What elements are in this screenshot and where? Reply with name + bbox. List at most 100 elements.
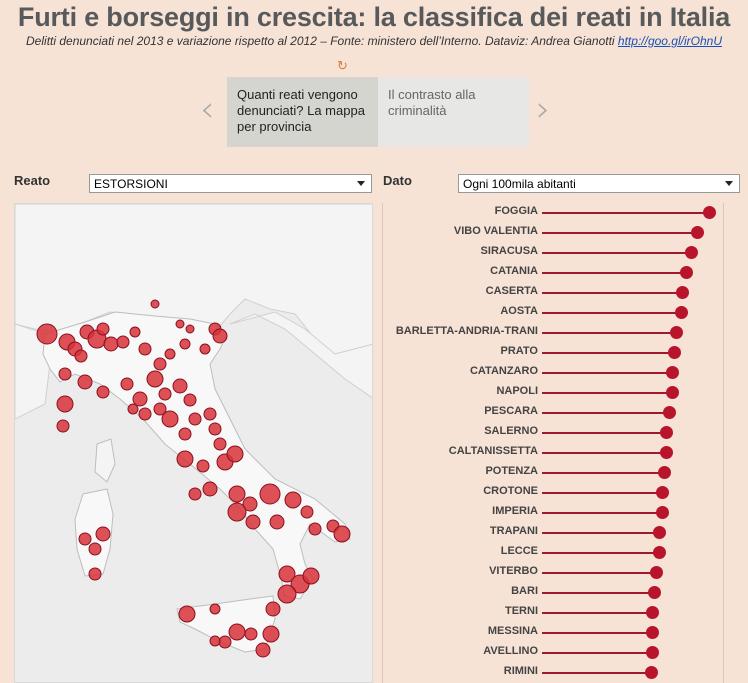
ranking-dot[interactable] xyxy=(674,306,688,319)
ranking-row[interactable]: LECCE xyxy=(383,543,723,563)
ranking-dot[interactable] xyxy=(659,426,673,439)
province-bubble[interactable] xyxy=(78,532,92,546)
ranking-dot[interactable] xyxy=(657,466,671,479)
province-bubble[interactable] xyxy=(213,437,227,451)
province-bubble[interactable] xyxy=(58,367,72,381)
province-bubble[interactable] xyxy=(284,491,302,509)
province-bubble[interactable] xyxy=(153,402,167,416)
ranking-dot[interactable] xyxy=(652,546,666,559)
province-bubble[interactable] xyxy=(120,377,134,391)
province-bubble[interactable] xyxy=(132,391,148,407)
province-bubble[interactable] xyxy=(277,584,297,604)
province-map[interactable] xyxy=(14,203,373,683)
province-bubble[interactable] xyxy=(228,623,246,641)
province-bubble[interactable] xyxy=(183,393,197,407)
ranking-row[interactable]: AVELLINO xyxy=(383,643,723,663)
replay-icon[interactable]: ↻ xyxy=(337,58,348,73)
province-bubble[interactable] xyxy=(138,407,152,421)
province-bubble[interactable] xyxy=(209,603,221,615)
ranking-row[interactable]: CATANZARO xyxy=(383,363,723,383)
chevron-left-icon[interactable]: ‹ xyxy=(200,89,215,130)
ranking-dot[interactable] xyxy=(666,366,680,379)
province-bubble[interactable] xyxy=(278,565,296,583)
province-bubble[interactable] xyxy=(96,322,110,336)
province-bubble[interactable] xyxy=(95,526,111,542)
province-bubble[interactable] xyxy=(333,525,351,543)
ranking-row[interactable]: BARLETTA-ANDRIA-TRANI xyxy=(383,323,723,343)
province-bubble[interactable] xyxy=(77,374,93,390)
province-bubbles[interactable] xyxy=(36,299,351,658)
ranking-row[interactable]: SALERNO xyxy=(383,423,723,443)
province-bubble[interactable] xyxy=(218,635,232,649)
province-bubble[interactable] xyxy=(255,642,271,658)
ranking-dot[interactable] xyxy=(662,406,676,419)
province-bubble[interactable] xyxy=(269,514,285,530)
ranking-row[interactable]: FOGGIA xyxy=(383,203,723,223)
ranking-dot[interactable] xyxy=(647,586,661,599)
province-bubble[interactable] xyxy=(138,342,152,356)
ranking-row[interactable]: TERNI xyxy=(383,603,723,623)
ranking-row[interactable]: VITERBO xyxy=(383,563,723,583)
province-bubble[interactable] xyxy=(103,336,119,352)
ranking-row[interactable]: PESCARA xyxy=(383,403,723,423)
province-bubble[interactable] xyxy=(161,410,179,428)
province-bubble[interactable] xyxy=(96,385,110,399)
province-bubble[interactable] xyxy=(302,567,320,585)
province-bubble[interactable] xyxy=(179,338,191,350)
ranking-dot[interactable] xyxy=(656,506,670,519)
chevron-right-icon[interactable]: › xyxy=(536,89,551,130)
province-bubble[interactable] xyxy=(56,419,70,433)
province-bubble[interactable] xyxy=(172,378,188,394)
province-bubble[interactable] xyxy=(116,335,130,349)
province-bubble[interactable] xyxy=(227,502,247,522)
ranking-row[interactable]: CATANIA xyxy=(383,263,723,283)
ranking-row[interactable]: IMPERIA xyxy=(383,503,723,523)
ranking-dot[interactable] xyxy=(669,326,683,339)
province-bubble[interactable] xyxy=(153,357,167,371)
province-bubble[interactable] xyxy=(199,343,211,355)
ranking-dot[interactable] xyxy=(676,286,690,299)
ranking-dot[interactable] xyxy=(666,386,680,399)
province-bubble[interactable] xyxy=(158,387,172,401)
ranking-dot[interactable] xyxy=(684,246,698,259)
province-bubble[interactable] xyxy=(265,601,281,617)
province-bubble[interactable] xyxy=(74,349,88,363)
ranking-row[interactable]: SIRACUSA xyxy=(383,243,723,263)
ranking-dot[interactable] xyxy=(646,626,660,639)
ranking-row[interactable]: NAPOLI xyxy=(383,383,723,403)
ranking-dot[interactable] xyxy=(691,226,705,239)
province-bubble[interactable] xyxy=(176,450,194,468)
province-bubble[interactable] xyxy=(146,370,164,388)
province-bubble[interactable] xyxy=(88,567,102,581)
ranking-row[interactable]: CASERTA xyxy=(383,283,723,303)
province-bubble[interactable] xyxy=(244,627,258,641)
province-bubble[interactable] xyxy=(212,328,228,344)
province-bubble[interactable] xyxy=(208,422,222,436)
province-bubble[interactable] xyxy=(185,324,195,334)
ranking-row[interactable]: VIBO VALENTIA xyxy=(383,223,723,243)
province-bubble[interactable] xyxy=(300,505,314,519)
province-bubble[interactable] xyxy=(178,427,192,441)
ranking-row[interactable]: AOSTA xyxy=(383,303,723,323)
ranking-row[interactable]: CALTANISSETTA xyxy=(383,443,723,463)
province-bubble[interactable] xyxy=(308,522,322,536)
ranking-row[interactable]: CROTONE xyxy=(383,483,723,503)
ranking-dot[interactable] xyxy=(659,446,673,459)
province-bubble[interactable] xyxy=(209,635,221,647)
province-bubble[interactable] xyxy=(88,542,102,556)
reato-select[interactable]: ESTORSIONI xyxy=(89,174,372,193)
source-link[interactable]: http://goo.gl/irOhnU xyxy=(617,34,722,48)
ranking-dot[interactable] xyxy=(646,646,660,659)
province-bubble[interactable] xyxy=(175,319,185,329)
province-bubble[interactable] xyxy=(203,407,217,421)
province-bubble[interactable] xyxy=(262,625,280,643)
province-bubble[interactable] xyxy=(56,395,74,413)
step-crime-contrast[interactable]: Il contrasto alla criminalità xyxy=(378,77,529,147)
ranking-dot[interactable] xyxy=(646,606,660,619)
ranking-row[interactable]: RIMINI xyxy=(383,663,723,683)
ranking-row[interactable]: TRAPANI xyxy=(383,523,723,543)
ranking-dot[interactable] xyxy=(679,266,693,279)
province-bubble[interactable] xyxy=(242,496,258,512)
province-bubble[interactable] xyxy=(164,348,176,360)
ranking-dot[interactable] xyxy=(652,526,666,539)
